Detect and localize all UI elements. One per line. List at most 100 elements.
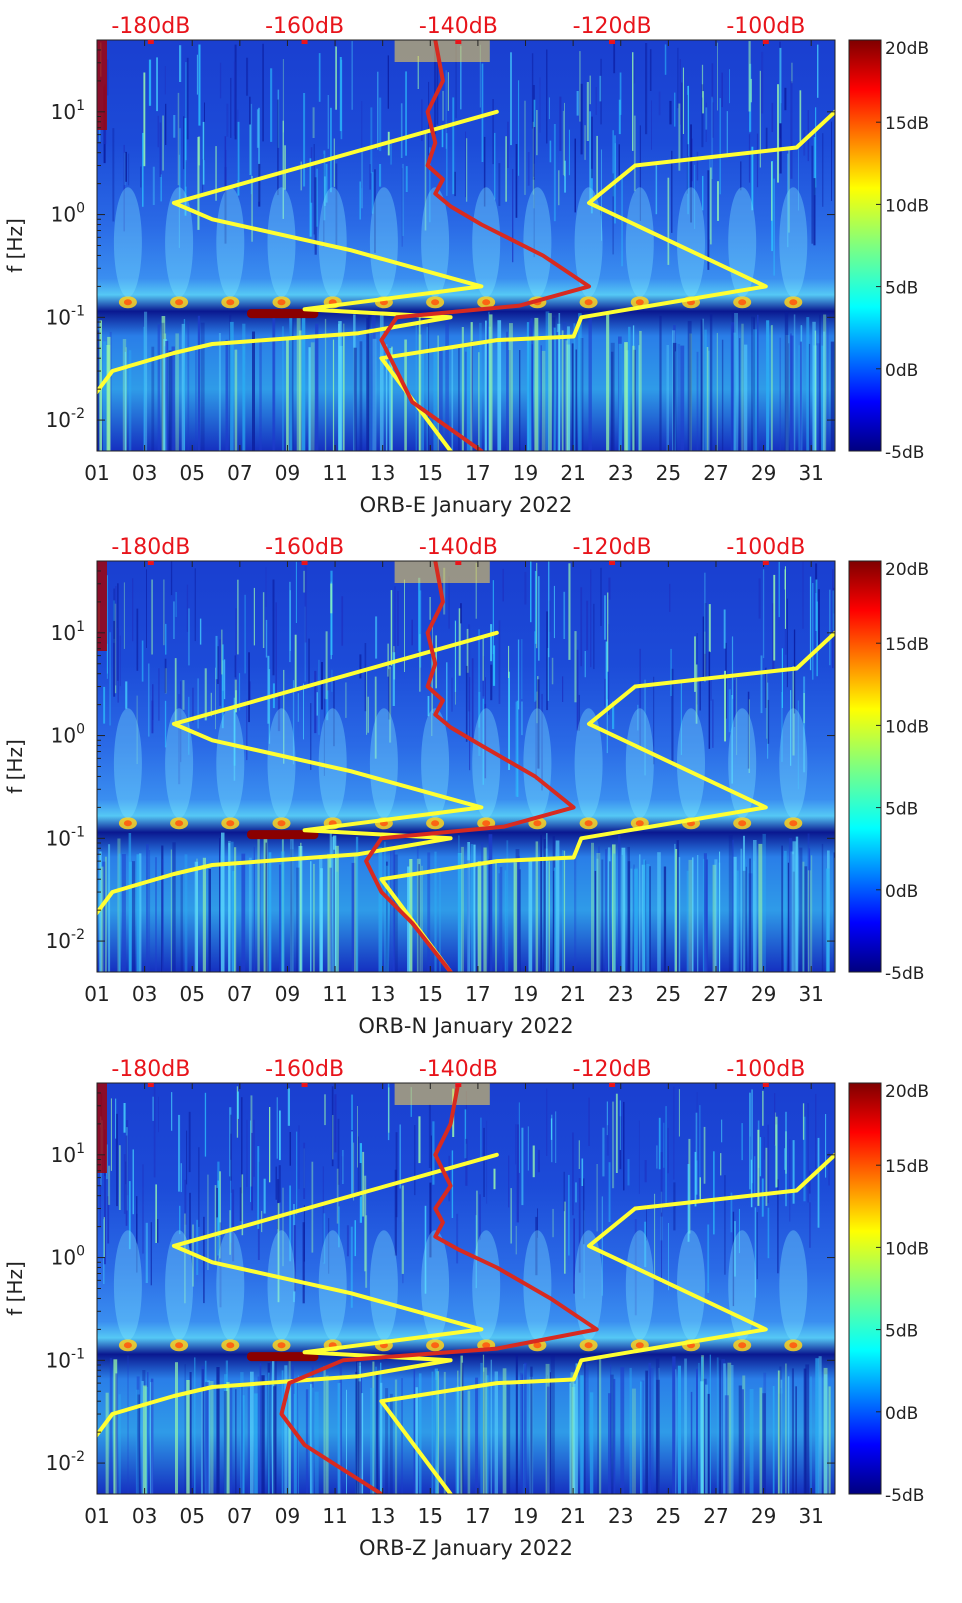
x-tick-label: 17	[465, 461, 490, 485]
spectrogram-texture	[97, 561, 835, 972]
x-tick-label: 01	[84, 461, 109, 485]
y-tick-label: 100	[51, 722, 85, 748]
x-tick-label: 25	[656, 461, 681, 485]
spectrogram-background	[97, 40, 835, 451]
y-tick-label: 101	[51, 619, 85, 645]
x-tick-label: 01	[84, 982, 109, 1006]
top-db-tick	[762, 40, 769, 44]
noise-model-line-1	[97, 109, 499, 396]
x-tick-label: 09	[275, 461, 300, 485]
spectrogram-area	[97, 561, 835, 972]
top-db-axis: -180dB -160dB -140dB -120dB -100dB	[111, 14, 805, 44]
noise-model-line-1	[97, 630, 499, 917]
top-db-tick	[301, 561, 308, 565]
x-tick-label: 13	[370, 1504, 395, 1528]
noise-model-line-2	[379, 1152, 835, 1494]
x-axis-label: ORB-Z January 2022	[359, 1536, 573, 1560]
y-axis-label: f [Hz]	[3, 1261, 27, 1316]
colorbar-tick-label: 10dB	[885, 196, 929, 216]
top-db-tick	[609, 1083, 616, 1087]
top-db-tick	[455, 1083, 462, 1087]
panel-1: 01 03 05 07 09 11 13 15 17 19 21 23 25 27 29 31 ORB-E Ja…	[3, 14, 929, 517]
colorbar-gradient	[848, 39, 882, 452]
top-db-tick-label: -160dB	[265, 1057, 344, 1082]
top-db-tick-label: -140dB	[419, 535, 498, 560]
colorbar-tick-label: 15dB	[885, 1157, 929, 1177]
colorbar-tick-label: 15dB	[885, 114, 929, 134]
y-axis-label: f [Hz]	[3, 739, 27, 794]
y-tick-label: 101	[51, 1141, 85, 1167]
x-tick-label: 31	[798, 1504, 823, 1528]
x-tick-label: 09	[275, 1504, 300, 1528]
x-tick-label: 07	[227, 461, 252, 485]
y-tick-label: 100	[51, 1244, 85, 1270]
x-tick-label: 03	[132, 1504, 157, 1528]
x-tick-label: 19	[513, 982, 538, 1006]
top-db-tick-label: -160dB	[265, 14, 344, 39]
colorbar-gradient	[848, 560, 882, 973]
colorbar-tick-label: 0dB	[885, 1404, 918, 1424]
top-db-tick-label: -180dB	[111, 1057, 190, 1082]
x-tick-label: 23	[608, 1504, 633, 1528]
top-db-tick	[609, 561, 616, 565]
x-tick-label: 21	[560, 1504, 585, 1528]
x-tick-label: 29	[751, 461, 776, 485]
top-db-tick	[762, 1083, 769, 1087]
top-db-tick-label: -180dB	[111, 14, 190, 39]
x-tick-label: 29	[751, 982, 776, 1006]
x-tick-label: 05	[179, 461, 204, 485]
top-db-tick-label: -100dB	[726, 14, 805, 39]
colorbar-tick-label: 0dB	[885, 361, 918, 381]
top-db-tick-label: -180dB	[111, 535, 190, 560]
x-axis-label: ORB-E January 2022	[360, 493, 573, 517]
top-db-tick	[301, 1083, 308, 1087]
colorbar: 20dB 15dB 10dB 5dB 0dB -5dB	[848, 1082, 929, 1506]
top-db-axis: -180dB -160dB -140dB -120dB -100dB	[111, 535, 805, 565]
x-tick-label: 17	[465, 1504, 490, 1528]
x-tick-label: 27	[703, 1504, 728, 1528]
x-tick-label: 27	[703, 982, 728, 1006]
colorbar-tick-label: 20dB	[885, 1082, 929, 1102]
colorbar-tick-label: 0dB	[885, 882, 918, 902]
colorbar: 20dB 15dB 10dB 5dB 0dB -5dB	[848, 39, 929, 463]
x-tick-label: 29	[751, 1504, 776, 1528]
top-db-tick	[301, 40, 308, 44]
top-db-tick-label: -100dB	[726, 1057, 805, 1082]
colorbar-tick-label: 20dB	[885, 560, 929, 580]
top-db-tick	[455, 40, 462, 44]
x-tick-label: 05	[179, 982, 204, 1006]
colorbar-tick-label: 20dB	[885, 39, 929, 59]
x-tick-label: 01	[84, 1504, 109, 1528]
x-tick-label: 13	[370, 461, 395, 485]
y-tick-label: 10-2	[46, 1449, 85, 1475]
y-tick-label: 10-2	[46, 406, 85, 432]
x-tick-label: 21	[560, 461, 585, 485]
noise-model-line-2	[379, 109, 835, 451]
station-psd-line-3	[364, 561, 576, 972]
station-psd-line-3	[279, 1083, 599, 1494]
colorbar-tick-label: 5dB	[885, 1322, 918, 1342]
top-db-tick-label: -120dB	[573, 535, 652, 560]
colorbar-tick-label: 15dB	[885, 635, 929, 655]
x-tick-label: 07	[227, 1504, 252, 1528]
x-tick-label: 07	[227, 982, 252, 1006]
x-tick-label: 31	[798, 461, 823, 485]
station-psd-line-3	[379, 40, 591, 451]
y-axis-label: f [Hz]	[3, 218, 27, 273]
y-axis: 10-2 10-1 100 101	[46, 560, 835, 953]
top-db-axis: -180dB -160dB -140dB -120dB -100dB	[111, 1057, 805, 1087]
top-db-tick-label: -160dB	[265, 535, 344, 560]
spectrogram-texture	[97, 1083, 831, 1494]
colorbar-tick-label: 5dB	[885, 279, 918, 299]
panel-3: 01 03 05 07 09 11 13 15 17 19 21 23 25 27 29 31 ORB-Z Ja…	[3, 1057, 929, 1560]
y-tick-label: 10-2	[46, 927, 85, 953]
y-tick-label: 10-1	[46, 1346, 85, 1372]
x-tick-label: 25	[656, 982, 681, 1006]
x-tick-label: 31	[798, 982, 823, 1006]
x-tick-label: 23	[608, 982, 633, 1006]
x-tick-label: 09	[275, 982, 300, 1006]
top-db-tick	[147, 561, 154, 565]
y-tick-label: 100	[51, 201, 85, 227]
y-tick-label: 101	[51, 98, 85, 124]
